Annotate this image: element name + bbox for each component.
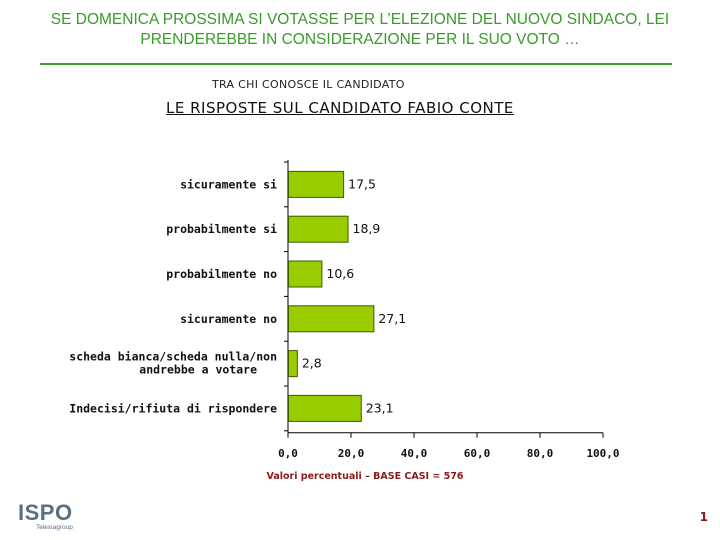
category-label: scheda bianca/scheda nulla/non andrebbe a… bbox=[69, 350, 277, 377]
headline-line-1: SE DOMENICA PROSSIMA SI VOTASSE PER L’EL… bbox=[50, 11, 670, 28]
subhead: TRA CHI CONOSCE IL CANDIDATO bbox=[212, 78, 405, 91]
category-label: Indecisi/rifiuta di rispondere bbox=[69, 401, 277, 415]
bar bbox=[288, 215, 349, 243]
x-tick-label: 60,0 bbox=[464, 447, 491, 460]
bar-value-label: 10,6 bbox=[326, 266, 354, 281]
bar bbox=[288, 350, 298, 378]
page-number: 1 bbox=[699, 510, 708, 524]
category-label: sicuramente no bbox=[180, 312, 277, 326]
bar-value-label: 23,1 bbox=[366, 400, 394, 415]
base-note: Valori percentuali – BASE CASI = 576 bbox=[266, 471, 464, 482]
logo-text: ISPO bbox=[18, 500, 73, 525]
x-tick-label: 20,0 bbox=[338, 447, 365, 460]
bar-value-label: 2,8 bbox=[302, 356, 322, 371]
headline-line-2: PRENDEREBBE IN CONSIDERAZIONE PER IL SUO… bbox=[140, 31, 580, 48]
headline-divider bbox=[40, 63, 672, 65]
chart-title: LE RISPOSTE SUL CANDIDATO FABIO CONTE bbox=[166, 99, 514, 117]
bar-value-label: 17,5 bbox=[348, 176, 376, 191]
x-tick-label: 100,0 bbox=[586, 447, 619, 460]
bar-value-label: 27,1 bbox=[378, 311, 406, 326]
ispo-logo: ISPO Telexiagroup bbox=[18, 502, 73, 532]
category-label: probabilmente si bbox=[166, 222, 277, 236]
category-label: sicuramente si bbox=[180, 177, 277, 191]
bar bbox=[288, 260, 323, 288]
logo-subtext: Telexiagroup bbox=[36, 524, 73, 531]
x-tick-label: 0,0 bbox=[278, 447, 298, 460]
headline: SE DOMENICA PROSSIMA SI VOTASSE PER L’EL… bbox=[0, 10, 720, 50]
x-tick-label: 40,0 bbox=[401, 447, 428, 460]
bar bbox=[288, 170, 345, 198]
x-tick-label: 80,0 bbox=[527, 447, 554, 460]
bar-value-label: 18,9 bbox=[353, 221, 381, 236]
bar bbox=[288, 394, 362, 422]
bar bbox=[288, 305, 375, 333]
bar-chart: 0,0 20,0 40,0 60,0 80,0 100,0 17,5 sicuramente … bbox=[69, 160, 620, 460]
category-label: probabilmente no bbox=[166, 267, 277, 281]
